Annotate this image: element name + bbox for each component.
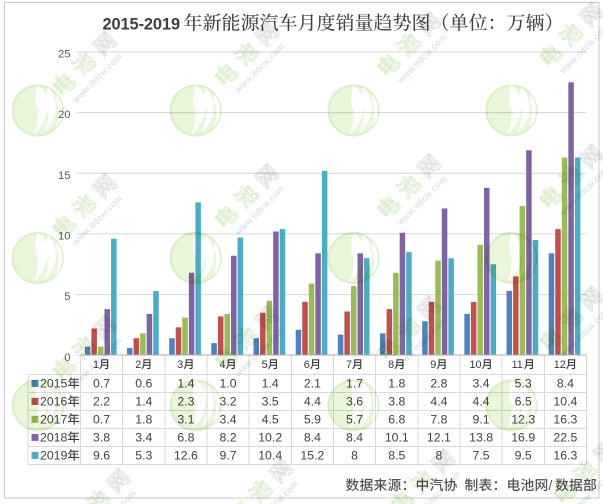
svg-text:2019: 2019 — [40, 449, 68, 463]
svg-text:10: 10 — [470, 359, 482, 371]
svg-text:10.2: 10.2 — [258, 431, 282, 445]
svg-text:16.9: 16.9 — [511, 431, 535, 445]
svg-text:0: 0 — [64, 352, 70, 364]
svg-text:4.4: 4.4 — [304, 395, 321, 409]
svg-text:9.1: 9.1 — [473, 413, 490, 427]
svg-text:8.4: 8.4 — [346, 431, 363, 445]
svg-text:8.4: 8.4 — [304, 431, 321, 445]
svg-text:16.3: 16.3 — [553, 413, 577, 427]
svg-text:7: 7 — [346, 359, 352, 371]
svg-text:2018: 2018 — [40, 431, 68, 445]
svg-text:3.4: 3.4 — [473, 377, 490, 391]
svg-text:9.5: 9.5 — [515, 449, 532, 463]
svg-text:10.4: 10.4 — [258, 449, 282, 463]
svg-text:6.8: 6.8 — [177, 431, 194, 445]
svg-text:6: 6 — [304, 359, 310, 371]
svg-text:12.6: 12.6 — [174, 449, 198, 463]
svg-text:10.4: 10.4 — [553, 395, 577, 409]
svg-text:10.1: 10.1 — [385, 431, 409, 445]
svg-text:3.8: 3.8 — [388, 395, 405, 409]
svg-text:2.2: 2.2 — [93, 395, 110, 409]
svg-text:2.8: 2.8 — [430, 377, 447, 391]
svg-text:6.8: 6.8 — [388, 413, 405, 427]
svg-text:2015-2019: 2015-2019 — [103, 15, 180, 33]
svg-text:3.4: 3.4 — [135, 431, 152, 445]
svg-text:9: 9 — [430, 359, 436, 371]
svg-text:25: 25 — [58, 49, 70, 61]
svg-text:1.0: 1.0 — [220, 377, 237, 391]
svg-text:22.5: 22.5 — [553, 431, 577, 445]
svg-text:8.4: 8.4 — [557, 377, 574, 391]
svg-text:13.8: 13.8 — [469, 431, 493, 445]
svg-text:5: 5 — [64, 291, 70, 303]
svg-text:15.2: 15.2 — [300, 449, 324, 463]
svg-text:3: 3 — [177, 359, 183, 371]
svg-text:15: 15 — [58, 170, 70, 182]
svg-text:1.8: 1.8 — [388, 377, 405, 391]
svg-text:4.5: 4.5 — [262, 413, 279, 427]
svg-text:5.3: 5.3 — [135, 449, 152, 463]
svg-text:4.4: 4.4 — [430, 395, 447, 409]
svg-text:9.7: 9.7 — [220, 449, 237, 463]
svg-text:9.6: 9.6 — [93, 449, 110, 463]
svg-text:5.9: 5.9 — [304, 413, 321, 427]
svg-text:1.4: 1.4 — [135, 395, 152, 409]
svg-text:11: 11 — [512, 359, 523, 371]
svg-text:2.1: 2.1 — [304, 377, 321, 391]
svg-text:8.2: 8.2 — [220, 431, 237, 445]
svg-text:0.7: 0.7 — [93, 377, 110, 391]
svg-text:0.7: 0.7 — [93, 413, 110, 427]
svg-text:8: 8 — [351, 449, 358, 463]
svg-text:8.5: 8.5 — [388, 449, 405, 463]
svg-text:2: 2 — [135, 359, 141, 371]
svg-text:5: 5 — [262, 359, 268, 371]
svg-text:3.5: 3.5 — [262, 395, 279, 409]
svg-text:12: 12 — [554, 359, 566, 371]
svg-text:8: 8 — [388, 359, 394, 371]
svg-text:3.8: 3.8 — [93, 431, 110, 445]
svg-text:1.4: 1.4 — [262, 377, 279, 391]
svg-text:1.8: 1.8 — [135, 413, 152, 427]
svg-text:12.1: 12.1 — [427, 431, 451, 445]
svg-text:3.2: 3.2 — [220, 395, 237, 409]
svg-text:7.5: 7.5 — [473, 449, 490, 463]
svg-text:/: / — [549, 478, 553, 493]
svg-text:0.6: 0.6 — [135, 377, 152, 391]
svg-text:3.4: 3.4 — [220, 413, 237, 427]
svg-text:7.8: 7.8 — [430, 413, 447, 427]
svg-text:16.3: 16.3 — [553, 449, 577, 463]
